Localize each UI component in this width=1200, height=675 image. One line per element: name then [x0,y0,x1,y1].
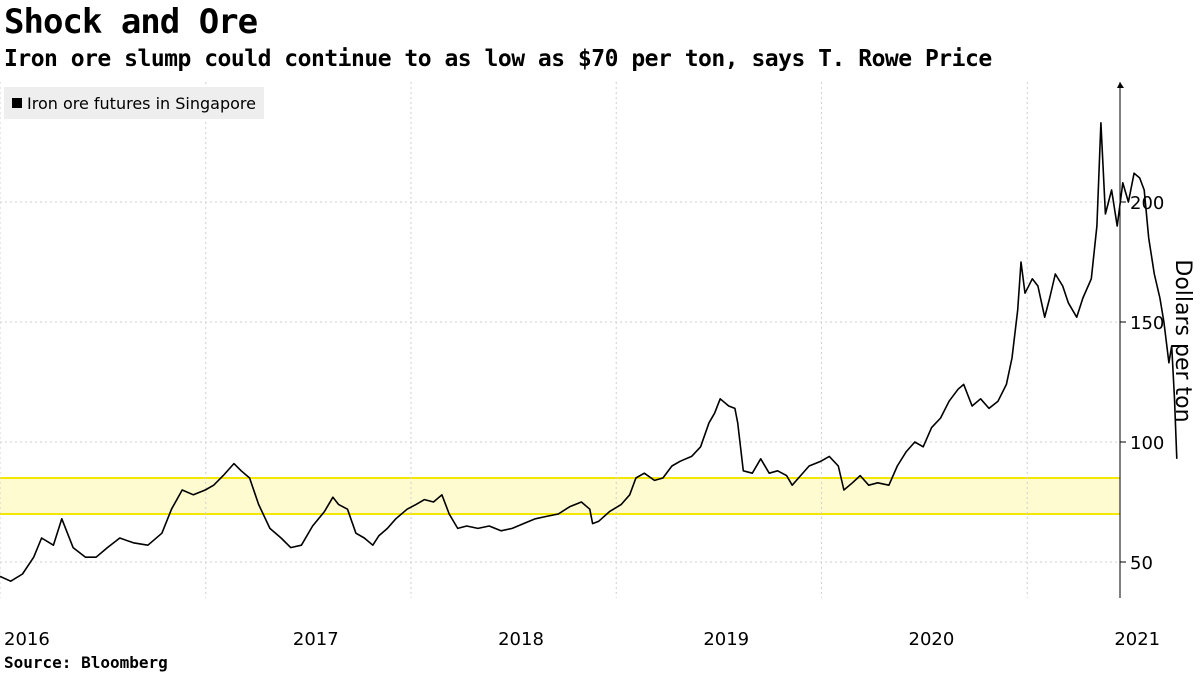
x-tick-label: 2018 [498,629,544,650]
y-tick-label: 150 [1130,313,1164,334]
target-band [0,477,1120,515]
series-line [0,122,1178,583]
y-axis-label: Dollars per ton [1170,259,1195,422]
y-tick-label: 200 [1130,193,1164,214]
gridlines [0,82,1120,598]
x-axis: 2016 2017 2018 2019 2020 2021 [4,629,1160,650]
y-axis: 50 100 150 200 [1117,82,1164,598]
legend-swatch [12,98,22,108]
y-tick-label: 50 [1130,553,1153,574]
x-tick-label: 2019 [703,629,749,650]
x-tick-label: 2020 [909,629,955,650]
x-tick-label: 2016 [4,629,50,650]
legend-label: Iron ore futures in Singapore [27,93,256,113]
x-tick-label: 2021 [1114,629,1160,650]
y-axis-arrow-icon [1117,82,1124,88]
x-tick-label: 2017 [293,629,339,650]
legend: Iron ore futures in Singapore [4,87,264,119]
chart-title: Shock and Ore [4,2,258,42]
band-fill [0,478,1120,514]
source-note: Source: Bloomberg [4,653,168,672]
series-layer [0,122,1178,583]
chart-subtitle: Iron ore slump could continue to as low … [4,46,992,72]
y-tick-label: 100 [1130,433,1164,454]
